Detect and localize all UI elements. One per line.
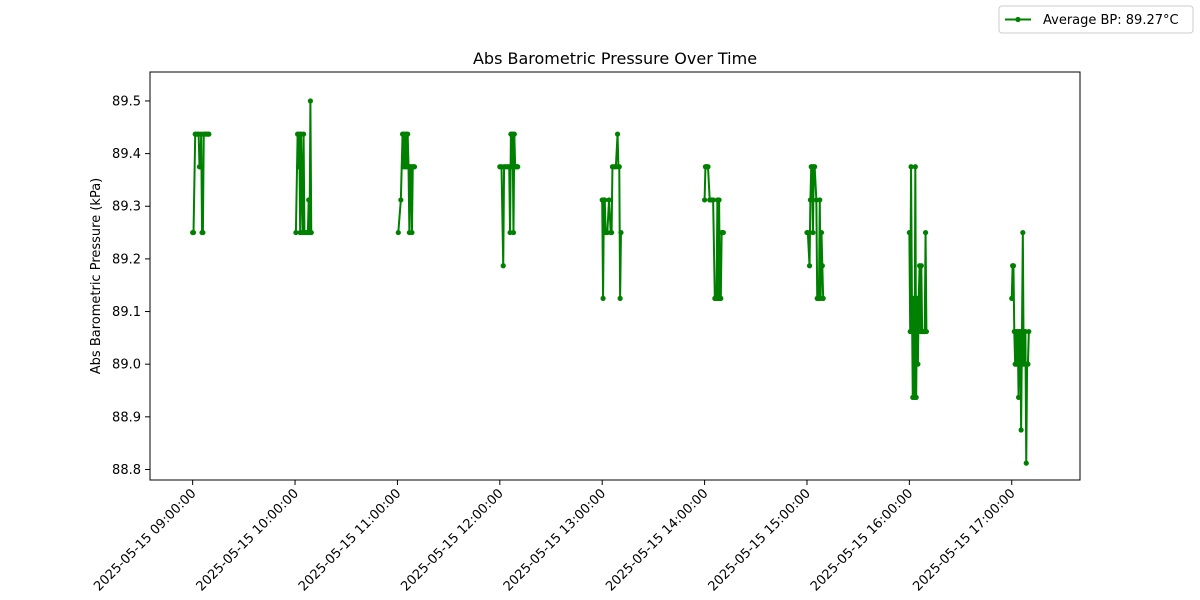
data-point	[600, 295, 606, 301]
series-line-segment	[806, 165, 825, 300]
data-point	[618, 229, 624, 236]
y-tick-label: 89.4	[112, 147, 141, 162]
data-point	[915, 361, 921, 367]
legend[interactable]: Average BP: 89.27°C	[998, 5, 1194, 34]
data-point	[705, 164, 711, 170]
data-point	[807, 197, 813, 203]
data-point	[606, 197, 612, 203]
data-point	[614, 131, 621, 137]
data-point	[908, 164, 914, 170]
data-point	[812, 164, 818, 170]
data-point	[1023, 460, 1029, 466]
data-point	[912, 164, 918, 170]
y-axis: 88.8 88.9 89.0 89.1 89.2 89.3 89.4 89.5	[112, 94, 150, 478]
data-point	[918, 263, 924, 269]
data-point	[906, 229, 912, 236]
data-point	[819, 263, 825, 269]
y-axis-title: Abs Barometric Pressure (kPa)	[89, 178, 104, 374]
data-point	[190, 229, 197, 236]
data-point	[306, 197, 312, 203]
data-point	[817, 197, 823, 203]
y-tick-label: 88.9	[112, 410, 141, 425]
data-point	[405, 131, 411, 137]
data-point	[307, 98, 313, 104]
y-tick-label: 88.8	[112, 463, 141, 478]
data-point	[806, 263, 813, 269]
data-point	[500, 263, 506, 269]
data-point	[907, 328, 913, 335]
data-point	[820, 295, 826, 301]
data-point	[718, 295, 724, 301]
data-point	[818, 229, 825, 236]
chart-title: Abs Barometric Pressure Over Time	[473, 49, 757, 68]
data-point	[510, 229, 517, 236]
data-point	[1014, 361, 1020, 367]
data-point	[810, 229, 816, 236]
data-point	[293, 229, 299, 236]
data-point	[602, 197, 608, 203]
data-point	[1020, 229, 1026, 236]
data-point	[308, 229, 314, 236]
data-point	[1025, 361, 1031, 367]
data-point	[916, 295, 922, 301]
data-point	[1018, 427, 1024, 433]
y-tick-label: 89.3	[112, 200, 141, 215]
data-point	[805, 229, 811, 236]
data-point	[295, 164, 302, 170]
data-point	[716, 197, 722, 203]
data-point	[922, 229, 929, 236]
data-point	[608, 229, 615, 236]
data-point	[398, 197, 404, 203]
legend-label: Average BP: 89.27°C	[1043, 13, 1179, 28]
plot-area	[149, 71, 1081, 481]
data-point	[1010, 263, 1017, 269]
data-point	[1015, 394, 1022, 400]
legend-frame	[998, 5, 1194, 34]
data-point	[701, 197, 708, 203]
data-point	[1026, 328, 1032, 335]
legend-marker-swatch	[1015, 16, 1021, 23]
data-point	[515, 164, 521, 170]
y-tick-label: 89.1	[112, 305, 141, 320]
data-point	[200, 229, 206, 236]
plot-frame	[149, 71, 1081, 481]
data-point	[617, 295, 623, 301]
data-point	[923, 328, 930, 335]
data-point	[511, 131, 517, 137]
data-point	[300, 131, 307, 137]
data-point	[1009, 295, 1015, 301]
data-point	[720, 229, 726, 236]
data-point	[411, 164, 418, 170]
y-tick-label: 89.2	[112, 252, 141, 267]
data-point	[616, 164, 622, 170]
data-point	[710, 197, 716, 203]
data-point	[395, 229, 401, 236]
y-tick-label: 89.0	[112, 358, 141, 373]
y-tick-label: 89.5	[112, 94, 141, 109]
data-point	[197, 164, 203, 170]
data-point	[206, 131, 212, 137]
data-point	[913, 394, 919, 400]
data-point	[409, 229, 415, 236]
